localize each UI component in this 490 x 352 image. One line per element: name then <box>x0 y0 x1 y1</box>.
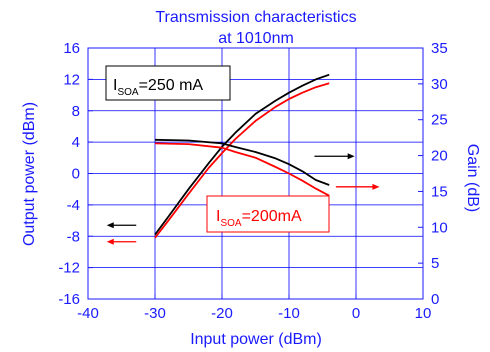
y-left-tick-label: -4 <box>67 197 80 214</box>
arrow-arrow_black_right <box>314 153 355 160</box>
annotation-text-200: ISOA=200mA <box>216 208 302 229</box>
x-axis-label: Input power (dBm) <box>190 331 322 348</box>
tick-layer: -40 -30 -20 -10 0 10-16-12-8-4048121605101520… <box>58 40 447 322</box>
chart-subtitle: at 1010nm <box>218 30 294 47</box>
y-left-tick-label: -16 <box>58 291 80 308</box>
series-line-out250 <box>154 73 330 236</box>
arrow-head <box>106 238 114 245</box>
chart-title: Transmission characteristics <box>155 9 356 26</box>
arrow-head <box>372 183 380 190</box>
y-right-tick-label: 5 <box>431 255 439 272</box>
arrow-arrow_red_left <box>106 238 137 245</box>
x-tick-label: -20 <box>211 305 233 322</box>
annotation-isoa-200: ISOA=200mA <box>206 195 330 233</box>
y-left-tick-label: 4 <box>72 134 80 151</box>
y-axis-label-left: Output power (dBm) <box>21 102 38 246</box>
annotation-box-200 <box>206 195 330 233</box>
y-right-tick-label: 35 <box>431 40 448 57</box>
series-layer <box>154 73 330 239</box>
x-tick-label: -10 <box>278 305 300 322</box>
arrow-arrow_red_right <box>335 183 380 190</box>
y-left-tick-label: -12 <box>58 260 80 277</box>
series-line-out200 <box>154 82 330 239</box>
y-right-tick-label: 10 <box>431 219 448 236</box>
arrow-head <box>106 222 114 229</box>
x-tick-label: -40 <box>77 305 99 322</box>
y-right-tick-label: 30 <box>431 76 448 93</box>
y-left-tick-label: 0 <box>72 166 80 183</box>
arrow-head <box>347 153 355 160</box>
y-right-tick-label: 25 <box>431 112 448 129</box>
x-tick-label: -30 <box>144 305 166 322</box>
y-left-tick-label: 12 <box>63 71 80 88</box>
arrow-arrow_black_left <box>106 222 137 229</box>
y-left-tick-label: 8 <box>72 103 80 120</box>
annotation-text-250: ISOA=250 mA <box>113 77 203 98</box>
y-left-tick-label: -8 <box>67 228 80 245</box>
annotation-isoa-250: ISOA=250 mA <box>105 65 231 101</box>
y-left-tick-label: 16 <box>63 40 80 57</box>
series-line-gain250 <box>154 138 330 186</box>
y-right-tick-label: 0 <box>431 291 439 308</box>
arrow-layer <box>106 153 380 245</box>
series-line-gain200 <box>154 142 330 197</box>
x-tick-label: 0 <box>352 305 360 322</box>
x-tick-label: 10 <box>415 305 432 322</box>
y-right-tick-label: 15 <box>431 183 448 200</box>
y-axis-label-right: Gain (dB) <box>464 144 481 212</box>
y-right-tick-label: 20 <box>431 148 448 165</box>
annotation-box-250 <box>105 65 231 101</box>
